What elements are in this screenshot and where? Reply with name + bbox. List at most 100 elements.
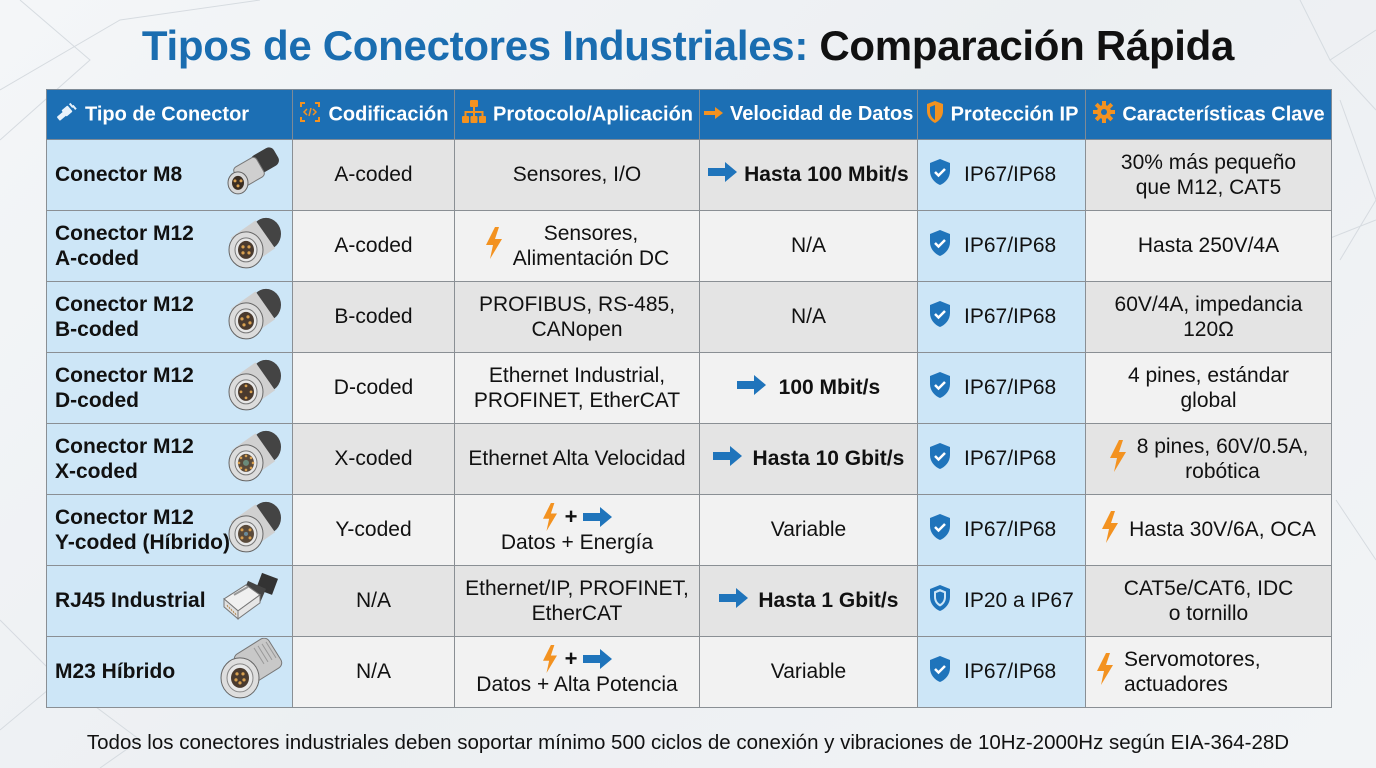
title-part-black: Comparación Rápida	[819, 22, 1235, 69]
shield-check-icon	[928, 371, 952, 405]
cell-ip: IP67/IP68	[917, 494, 1086, 566]
features-line1: 30% más pequeño	[1120, 150, 1297, 174]
speed-value: Hasta 1 Gbit/s	[758, 588, 899, 612]
cell-coding: B-coded	[292, 281, 455, 353]
cell-protocol: PROFIBUS, RS-485, CANopen	[454, 281, 700, 353]
lightning-icon	[485, 226, 503, 265]
cell-ip: IP67/IP68	[917, 139, 1086, 211]
m23-connector-image	[218, 637, 286, 706]
ip-value: IP67/IP68	[964, 234, 1057, 258]
shield-check-icon	[928, 229, 952, 263]
speed-value: Hasta 100 Mbit/s	[744, 162, 909, 186]
features-line1: Hasta 30V/6A, OCA	[1129, 518, 1316, 542]
protocol-line1: PROFIBUS, RS-485,	[478, 292, 676, 316]
ip-value: IP67/IP68	[964, 163, 1057, 187]
cell-speed: N/A	[699, 210, 918, 282]
protocol-line1: Ethernet Industrial,	[488, 363, 666, 387]
ip-value: IP20 a IP67	[964, 589, 1074, 613]
header-connector-type: Tipo de Conector	[46, 89, 293, 140]
header-protocol: Protocolo/Aplicación	[454, 89, 700, 140]
cell-coding: A-coded	[292, 210, 455, 282]
protocol-text: Sensores, I/O	[512, 163, 642, 187]
arrow-right-icon	[704, 103, 724, 126]
cell-connector-type: Conector M12 B-coded	[46, 281, 293, 353]
cell-protocol: Ethernet/IP, PROFINET, EtherCAT	[454, 565, 700, 637]
footer-note: Todos los conectores industriales deben …	[86, 731, 1290, 754]
cell-ip: IP67/IP68	[917, 423, 1086, 495]
cell-protocol: Ethernet Industrial, PROFINET, EtherCAT	[454, 352, 700, 424]
shield-icon	[925, 100, 945, 130]
header-ip-protection: Protección IP	[917, 89, 1086, 140]
header-coding: Codificación	[292, 89, 455, 140]
header-label: Velocidad de Datos	[730, 102, 914, 125]
page-title: Tipos de Conectores Industriales: Compar…	[0, 22, 1376, 70]
arrow-right-icon	[718, 588, 749, 614]
table-row: Conector M8 A-coded Sensores, I/O Hasta …	[46, 139, 1332, 211]
protocol-line2: Alimentación DC	[512, 247, 670, 270]
connector-plug-icon	[55, 101, 79, 129]
cell-speed: 100 Mbit/s	[699, 352, 918, 424]
comparison-table-container: Tipo de Conector Codificación Protocolo/…	[46, 89, 1332, 708]
type-line2: Y-coded (Híbrido)	[55, 531, 230, 554]
speed-value: Hasta 10 Gbit/s	[752, 446, 905, 470]
table-row: Conector M12 Y-coded (Híbrido) Y-coded + …	[46, 494, 1332, 566]
cell-protocol: + Datos + Energía	[454, 494, 700, 566]
header-label: Protección IP	[950, 102, 1079, 125]
cell-coding: D-coded	[292, 352, 455, 424]
protocol-line2: Datos + Energía	[500, 531, 654, 555]
shield-check-icon	[928, 300, 952, 334]
network-hierarchy-icon	[461, 99, 487, 131]
ip-value: IP67/IP68	[964, 660, 1057, 684]
shield-check-icon	[928, 513, 952, 547]
header-key-features: Características Clave	[1085, 89, 1332, 140]
cell-connector-type: Conector M12 D-coded	[46, 352, 293, 424]
features-line2: robótica	[1185, 460, 1260, 483]
table-row: Conector M12 A-coded A-coded Sensores, Ali…	[46, 210, 1332, 282]
ip-value: IP67/IP68	[964, 376, 1057, 400]
features-line2: que M12, CAT5	[1135, 176, 1282, 199]
cell-speed: Hasta 10 Gbit/s	[699, 423, 918, 495]
code-icon	[298, 100, 322, 130]
plus-sign: +	[564, 646, 578, 672]
table-row: Conector M12 X-coded X-coded Ethernet Alt…	[46, 423, 1332, 495]
cell-connector-type: Conector M12 A-coded	[46, 210, 293, 282]
header-label: Tipo de Conector	[85, 102, 250, 125]
cell-ip: IP67/IP68	[917, 352, 1086, 424]
protocol-line2: EtherCAT	[531, 602, 623, 625]
cell-speed: Hasta 1 Gbit/s	[699, 565, 918, 637]
lightning-icon	[1109, 439, 1127, 478]
header-label: Características Clave	[1122, 102, 1325, 125]
rj45-connector-image	[218, 569, 286, 633]
cell-connector-type: RJ45 Industrial	[46, 565, 293, 637]
type-line1: Conector M8	[55, 163, 183, 187]
lightning-plus-arrow-icon: +	[541, 645, 614, 674]
cell-coding: Y-coded	[292, 494, 455, 566]
protocol-line2: CANopen	[531, 318, 623, 341]
cell-ip: IP67/IP68	[917, 281, 1086, 353]
cell-coding: A-coded	[292, 139, 455, 211]
m12-d-coded-image	[224, 356, 286, 420]
m8-connector-image	[224, 143, 286, 207]
protocol-line1: Sensores,	[543, 221, 639, 245]
features-line2: 120Ω	[1183, 318, 1234, 341]
cell-protocol: Sensores, I/O	[454, 139, 700, 211]
type-line1: Conector M12	[55, 363, 194, 387]
cell-protocol: Ethernet Alta Velocidad	[454, 423, 700, 495]
cell-features: Servomotores, actuadores	[1085, 636, 1332, 708]
shield-check-icon	[928, 158, 952, 192]
table-header-row: Tipo de Conector Codificación Protocolo/…	[46, 89, 1332, 140]
features-line1: CAT5e/CAT6, IDC	[1123, 576, 1294, 600]
shield-outline-icon	[928, 584, 952, 618]
ip-value: IP67/IP68	[964, 518, 1057, 542]
shield-check-icon	[928, 655, 952, 689]
cell-coding: N/A	[292, 565, 455, 637]
type-line1: Conector M12	[55, 434, 194, 458]
cell-ip: IP20 a IP67	[917, 565, 1086, 637]
cell-speed: Variable	[699, 494, 918, 566]
features-line2: global	[1180, 389, 1237, 412]
cell-coding: N/A	[292, 636, 455, 708]
cell-speed: Variable	[699, 636, 918, 708]
title-part-blue: Tipos de Conectores Industriales:	[141, 22, 809, 69]
cell-ip: IP67/IP68	[917, 636, 1086, 708]
lightning-icon	[1096, 652, 1114, 691]
